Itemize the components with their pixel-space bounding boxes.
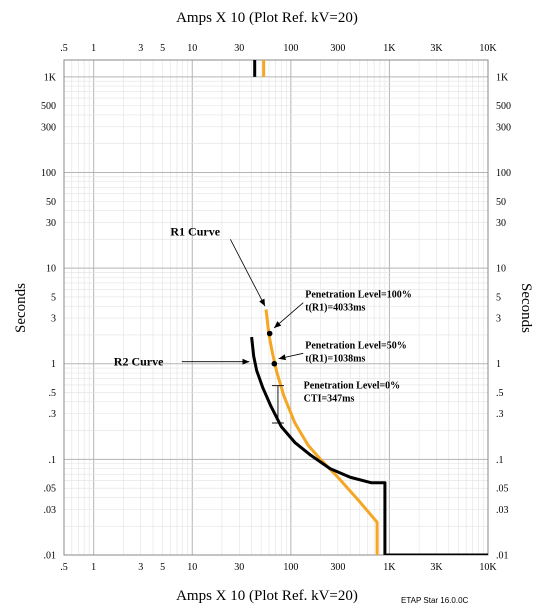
x-tick-label-top: 10K [479,43,497,54]
y-tick-label-right: .3 [496,409,504,420]
y-tick-label-left: 500 [41,101,56,112]
penetration-50-time: t(R1)=1038ms [305,353,365,364]
x-tick-label-top: 100 [283,43,298,54]
y-tick-label-left: .03 [44,505,57,516]
x-tick-label-top: 30 [234,43,244,54]
r2-curve-line [250,336,488,555]
chart-title-top: Amps X 10 (Plot Ref. kV=20) [176,10,358,26]
penetration-100-label: Penetration Level=100% [305,290,412,301]
y-tick-label-left: 50 [46,197,56,208]
penetration-50-label: Penetration Level=50% [305,340,407,351]
y-tick-label-right: .5 [496,388,504,399]
y-tick-label-left: .3 [49,409,57,420]
x-tick-label-bottom: 10K [479,562,497,573]
y-tick-label-left: 1 [51,359,56,370]
y-tick-label-right: 500 [496,101,511,112]
y-tick-label-right: 10 [496,264,506,275]
y-tick-label-left: 300 [41,122,56,133]
x-tick-label-bottom: 1K [383,562,396,573]
r2-curve-label: R2 Curve [114,355,164,369]
y-tick-label-right: .05 [496,484,509,495]
y-tick-labels-right: 1K 500 300 100 50 30 10 5 3 1 .5 .3 .1 .05 .03 .01 [496,72,511,561]
y-tick-label-right: 1K [496,72,509,83]
y-tick-label-right: 50 [496,197,506,208]
annotations: R1 Curve R2 Curve Penetration Level=100% t(… [114,224,412,424]
penetration-0-label: Penetration Level=0% [304,381,401,392]
footer-version: ETAP Star 16.0.0C [401,596,469,605]
x-tick-label-bottom: 300 [330,562,345,573]
y-tick-label-right: 3 [496,314,501,325]
y-tick-label-right: 1 [496,359,501,370]
y-tick-label-left: 100 [41,168,56,179]
y-tick-label-left: 10 [46,264,56,275]
x-tick-label-top: .5 [60,43,68,54]
x-tick-label-bottom: 1 [91,562,96,573]
r1-curve-arrow [230,239,266,307]
y-tick-label-left: 30 [46,218,56,229]
y-tick-label-right: .01 [496,551,509,562]
x-tick-label-bottom: 3 [138,562,143,573]
y-axis-label-left: Seconds [13,283,29,333]
x-tick-label-bottom: .5 [60,562,68,573]
x-tick-label-bottom: 5 [160,562,165,573]
r1-curve-line [264,309,379,555]
y-tick-label-right: 5 [496,292,501,303]
y-tick-label-left: .1 [49,455,57,466]
x-tick-label-top: 300 [330,43,345,54]
y-tick-label-right: .03 [496,505,509,516]
x-tick-label-bottom: 10 [187,562,197,573]
y-tick-label-left: 5 [51,292,56,303]
y-tick-label-left: .01 [44,551,57,562]
x-tick-label-top: 1 [91,43,96,54]
grid [63,60,488,556]
y-tick-label-left: .5 [49,388,57,399]
y-tick-label-right: 300 [496,122,511,133]
r1-curve-label: R1 Curve [170,224,220,238]
series-group [250,60,488,555]
penetration-100-time: t(R1)=4033ms [305,303,365,314]
plot-border [63,59,489,556]
y-tick-label-left: 1K [44,72,57,83]
chart-title-bottom: Amps X 10 (Plot Ref. kV=20) [176,588,358,604]
x-tick-label-top: 3K [430,43,443,54]
y-tick-label-right: 100 [496,168,511,179]
x-tick-label-bottom: 30 [234,562,244,573]
y-tick-labels-left: 1K 500 300 100 50 30 10 5 3 1 .5 .3 .1 .05 .03 .01 [41,72,57,561]
x-tick-labels-bottom: .5 1 3 5 10 30 100 300 1K 3K 10K [60,562,497,573]
y-axis-label-right: Seconds [518,283,534,333]
y-tick-label-left: .05 [44,484,57,495]
y-tick-label-right: .1 [496,455,504,466]
x-tick-label-top: 3 [138,43,143,54]
x-tick-label-bottom: 3K [430,562,443,573]
y-tick-label-left: 3 [51,314,56,325]
x-tick-label-top: 5 [160,43,165,54]
y-tick-label-right: 30 [496,218,506,229]
penetration-50-arrow [278,352,304,361]
penetration-0-cti: CTI=347ms [304,394,355,405]
penetration-100-arrow [273,302,304,329]
x-tick-labels-top: .5 1 3 5 10 30 100 300 1K 3K 10K [60,43,497,54]
plot-frame [63,59,489,556]
penetration-50-point [271,360,278,367]
x-tick-label-top: 1K [383,43,396,54]
x-tick-label-top: 10 [187,43,197,54]
x-tick-label-bottom: 100 [283,562,298,573]
penetration-100-point [266,330,273,337]
